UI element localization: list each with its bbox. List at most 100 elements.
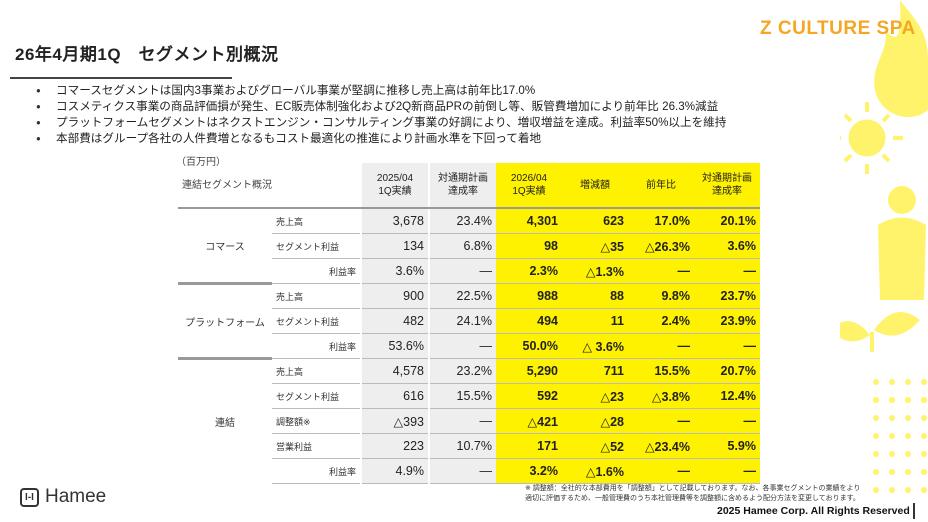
bullet-item: コマースセグメントは国内3事業およびグローバル事業が堅調に推移し売上高は前年比1… xyxy=(36,83,726,99)
table-cell: △1.6% xyxy=(562,458,628,484)
table-cell: △35 xyxy=(562,233,628,259)
table-row: コマース 売上高 3,678 23.4% 4,301 623 17.0% 20.1% xyxy=(178,207,760,253)
bullet-item: プラットフォームセグメントはネクストエンジン・コンサルティング事業の好調により、… xyxy=(36,115,726,131)
page-title: 26年4月期1Q セグメント別概況 xyxy=(15,45,279,64)
table-cell: 5.9% xyxy=(694,433,760,459)
decorative-illustration xyxy=(840,0,928,493)
table-cell: 24.1% xyxy=(428,308,496,334)
table-cell: 23.2% xyxy=(428,358,496,384)
row-label: 売上高 xyxy=(272,207,361,234)
table-cell: — xyxy=(428,258,496,284)
table-cell: 171 xyxy=(496,433,562,459)
table-cell: △26.3% xyxy=(628,233,694,259)
table-cell: 592 xyxy=(496,383,562,409)
column-header: 2026/04 1Q実績 xyxy=(496,163,562,209)
table-row: セグメント利益 482 24.1% 494 11 2.4% 23.9% xyxy=(178,308,760,334)
table-header-row: 連結セグメント概況 2025/04 1Q実績 対通期計画 達成率 2026/04 1Q実績… xyxy=(178,163,760,209)
table-cell: — xyxy=(694,333,760,359)
table-cell: 11 xyxy=(562,308,628,334)
table-cell: 134 xyxy=(360,233,429,259)
footnote-line: ※ 調整額：全社的な本部費用を「調整額」として記載しております。なお、各事業セグ… xyxy=(525,485,861,492)
column-header: 増減額 xyxy=(562,163,628,209)
row-label: 利益率 xyxy=(272,258,361,284)
column-header: 対通期計画 達成率 xyxy=(694,163,760,209)
table-cell: 50.0% xyxy=(496,333,562,359)
table-cell: 494 xyxy=(496,308,562,334)
footer-divider xyxy=(913,503,915,519)
table-cell: 900 xyxy=(360,283,429,309)
segment-table: 連結セグメント概況 2025/04 1Q実績 対通期計画 達成率 2026/04 1Q実績… xyxy=(178,163,760,484)
copyright: 2025 Hamee Corp. All Rights Reserved xyxy=(717,505,910,517)
column-header-line: 1Q実績 xyxy=(378,186,412,197)
column-header: 対通期計画 達成率 xyxy=(428,163,496,209)
table-cell: 15.5% xyxy=(628,358,694,384)
table-cell: — xyxy=(694,408,760,434)
column-header: 2025/04 1Q実績 xyxy=(360,163,429,209)
table-cell: 22.5% xyxy=(428,283,496,309)
segment-name: 連結 xyxy=(178,357,272,484)
column-header-line: 達成率 xyxy=(448,186,478,197)
table-cell: △23.4% xyxy=(628,433,694,459)
table-cell: 5,290 xyxy=(496,358,562,384)
table-cell: 2.4% xyxy=(628,308,694,334)
table-cell: 23.9% xyxy=(694,308,760,334)
row-label: セグメント利益 xyxy=(272,308,361,334)
table-cell: — xyxy=(628,408,694,434)
row-label: 売上高 xyxy=(272,283,361,309)
table-cell: — xyxy=(628,258,694,284)
row-label: 売上高 xyxy=(272,358,361,384)
title-divider xyxy=(10,77,232,79)
table-cell: 23.7% xyxy=(694,283,760,309)
column-header-line: 増減額 xyxy=(580,179,610,191)
dot-pattern xyxy=(873,379,927,493)
table-cell: 6.8% xyxy=(428,233,496,259)
table-body: コマース 売上高 3,678 23.4% 4,301 623 17.0% 20.1% セグメント… xyxy=(178,207,760,484)
logo-text: Hamee xyxy=(45,486,107,507)
row-label: セグメント利益 xyxy=(272,233,361,259)
table-cell: △3.8% xyxy=(628,383,694,409)
table-cell: △1.3% xyxy=(562,258,628,284)
table-cell: 10.7% xyxy=(428,433,496,459)
table-cell: 4,578 xyxy=(360,358,429,384)
table-row: 連結 売上高 4,578 23.2% 5,290 711 15.5% 20.7% xyxy=(178,357,760,484)
brand-logo: Z CULTURE SPA xyxy=(760,18,916,39)
table-cell: 4.9% xyxy=(360,458,429,484)
table-cell: 98 xyxy=(496,233,562,259)
table-cell: 20.1% xyxy=(694,207,760,234)
table-cell: △28 xyxy=(562,408,628,434)
segment-name: コマース xyxy=(205,242,245,253)
table-row: 利益率 4.9% —3.2% △1.6% — — xyxy=(178,458,760,484)
table-row: セグメント利益 616 15.5% 592 △23 △3.8% 12.4% xyxy=(178,383,760,409)
row-label: 利益率 xyxy=(272,333,361,359)
table-cell: 53.6% xyxy=(360,333,429,359)
table-cell: — xyxy=(694,458,760,484)
table-cell: — xyxy=(428,408,496,434)
table-cell: — xyxy=(628,458,694,484)
table-cell: 4,301 xyxy=(496,207,562,234)
table-cell: 988 xyxy=(496,283,562,309)
table-cell: 12.4% xyxy=(694,383,760,409)
table-cell: △393 xyxy=(360,408,429,434)
table-cell: 223 xyxy=(360,433,429,459)
column-header-line: 達成率 xyxy=(712,186,742,197)
segment-name: プラットフォーム xyxy=(178,282,272,359)
table-cell: 623 xyxy=(562,207,628,234)
table-cell: 88 xyxy=(562,283,628,309)
sprout-icon xyxy=(840,312,920,352)
table-row: 調整額※ △393— △421 △28— — xyxy=(178,408,760,434)
table-row: プラットフォーム 売上高 900 22.5% 988 88 9.8% 23.7% xyxy=(178,282,760,359)
table-row: セグメント利益 134 6.8% 98 △35 △26.3% 3.6% xyxy=(178,233,760,259)
column-header-line: 対通期計画 xyxy=(438,173,488,184)
row-label: セグメント利益 xyxy=(272,383,361,409)
column-header-line: 1Q実績 xyxy=(512,186,546,197)
row-label: 営業利益 xyxy=(272,433,361,459)
column-header-line: 前年比 xyxy=(646,179,676,191)
table-cell: △421 xyxy=(496,408,562,434)
table-cell: 2.3% xyxy=(496,258,562,284)
table-cell: — xyxy=(628,333,694,359)
bullet-item: コスメティクス事業の商品評価損が発生、EC販売体制強化および2Q新商品PRの前倒… xyxy=(36,99,726,115)
person-icon xyxy=(878,186,926,300)
table-corner-label: 連結セグメント概況 xyxy=(178,163,361,209)
flame-icon xyxy=(874,0,928,118)
table-cell: 23.4% xyxy=(428,207,496,234)
